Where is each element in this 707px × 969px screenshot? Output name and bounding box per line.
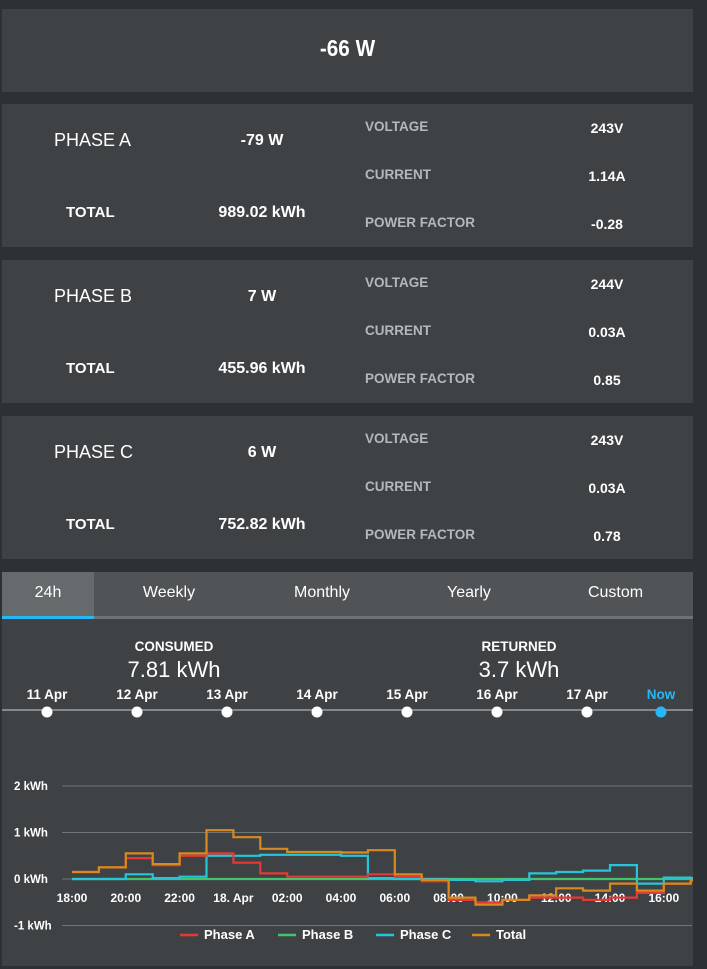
timeline-label-17-apr: 17 Apr: [566, 687, 608, 702]
day-timeline: 11 Apr 12 Apr 13 Apr 14 Apr 15 Apr 16 Apr 17 A…: [2, 687, 693, 718]
voltage-label: VOLTAGE: [365, 119, 429, 134]
legend-item-phase-a[interactable]: Phase A: [204, 927, 255, 942]
current-value: 0.03A: [588, 324, 626, 340]
phase-power: 7 W: [247, 288, 277, 305]
total-power-card: -66 W: [2, 9, 693, 92]
phase-b-card: PHASE B 7 W TOTAL 455.96 kWh VOLTAGE 244…: [2, 260, 693, 403]
power-factor-label: POWER FACTOR: [365, 371, 476, 386]
x-tick-label: 18. Apr: [213, 891, 254, 905]
tabs-divider: [2, 616, 693, 619]
timeline-marker[interactable]: [655, 706, 667, 718]
x-tick-label: 06:00: [379, 891, 410, 905]
phase-total-label: TOTAL: [66, 204, 115, 221]
legend-item-phase-c[interactable]: Phase C: [400, 927, 452, 942]
phase-name: PHASE A: [54, 130, 132, 150]
phase-name: PHASE C: [54, 442, 134, 462]
voltage-label: VOLTAGE: [365, 431, 429, 446]
consumed-label: CONSUMED: [134, 639, 214, 654]
returned-label: RETURNED: [481, 639, 557, 654]
current-label: CURRENT: [365, 323, 431, 338]
x-tick-label: 18:00: [57, 891, 88, 905]
timeline-label-14-apr: 14 Apr: [296, 687, 338, 702]
current-label: CURRENT: [365, 479, 431, 494]
phase-total-value: 752.82 kWh: [218, 516, 306, 533]
y-tick-label: -1 kWh: [14, 921, 52, 933]
returned-value: 3.7 kWh: [478, 657, 560, 682]
phase-name: PHASE B: [54, 286, 133, 306]
tab-yearly[interactable]: Yearly: [447, 584, 491, 601]
consumed-value: 7.81 kWh: [127, 657, 221, 682]
x-tick-label: 20:00: [110, 891, 141, 905]
timeline-marker[interactable]: [491, 706, 503, 718]
phase-total-label: TOTAL: [66, 516, 115, 533]
y-tick-label: 1 kWh: [14, 828, 48, 840]
timeline-label-16-apr: 16 Apr: [476, 687, 518, 702]
tab-monthly[interactable]: Monthly: [293, 584, 351, 601]
timeline-label-11-apr: 11 Apr: [27, 687, 69, 702]
timeline-marker[interactable]: [401, 706, 413, 718]
timeline-label-13-apr: 13 Apr: [206, 687, 248, 702]
power-factor-value: -0.28: [591, 216, 623, 232]
current-value: 1.14A: [588, 168, 626, 184]
phase-total-value: 455.96 kWh: [218, 360, 306, 377]
y-tick-label: 0 kWh: [14, 874, 48, 886]
timeline-label-15-apr: 15 Apr: [386, 687, 428, 702]
phase-power: 6 W: [247, 444, 277, 461]
voltage-label: VOLTAGE: [365, 275, 429, 290]
x-tick-label: 02:00: [272, 891, 303, 905]
tab-custom[interactable]: Custom: [587, 584, 644, 601]
energy-chart-panel: CONSUMED 7.81 kWh RETURNED 3.7 kWh 11 Ap…: [2, 619, 693, 966]
x-tick-label: 22:00: [164, 891, 195, 905]
voltage-value: 243V: [590, 120, 624, 136]
series-line-total: [72, 829, 693, 906]
timeline-marker[interactable]: [41, 706, 53, 718]
power-factor-value: 0.78: [593, 528, 621, 544]
total-power-value: -66 W: [319, 35, 376, 61]
voltage-value: 244V: [590, 276, 624, 292]
x-tick-label: 16:00: [648, 891, 679, 905]
tab-weekly[interactable]: Weekly: [142, 584, 196, 601]
timeline-marker[interactable]: [581, 706, 593, 718]
legend-item-total[interactable]: Total: [496, 927, 526, 942]
power-factor-label: POWER FACTOR: [365, 527, 476, 542]
phase-c-card: PHASE C 6 W TOTAL 752.82 kWh VOLTAGE 243…: [2, 416, 693, 559]
power-factor-value: 0.85: [593, 372, 621, 388]
timeline-label-12-apr: 12 Apr: [116, 687, 158, 702]
timeline-marker[interactable]: [311, 706, 323, 718]
phase-power: -79 W: [240, 132, 284, 149]
timeline-marker[interactable]: [221, 706, 233, 718]
y-tick-label: 2 kWh: [14, 781, 48, 793]
current-label: CURRENT: [365, 167, 431, 182]
phase-total-label: TOTAL: [66, 360, 115, 377]
timeline-label-now: Now: [647, 687, 676, 702]
phase-total-value: 989.02 kWh: [218, 204, 306, 221]
timeline-marker[interactable]: [131, 706, 143, 718]
phase-a-card: PHASE A -79 W TOTAL 989.02 kWh VOLTAGE 2…: [2, 104, 693, 247]
tab-24h[interactable]: 24h: [2, 572, 94, 619]
legend-item-phase-b[interactable]: Phase B: [302, 927, 353, 942]
voltage-value: 243V: [590, 432, 624, 448]
current-value: 0.03A: [588, 480, 626, 496]
energy-line-chart: 2 kWh 1 kWh 0 kWh -1 kWh 18:00 20:00 22:00 18. …: [14, 781, 693, 942]
period-tabs: 24h Weekly Monthly Yearly Custom: [2, 572, 693, 619]
x-tick-label: 04:00: [326, 891, 357, 905]
power-factor-label: POWER FACTOR: [365, 215, 476, 230]
